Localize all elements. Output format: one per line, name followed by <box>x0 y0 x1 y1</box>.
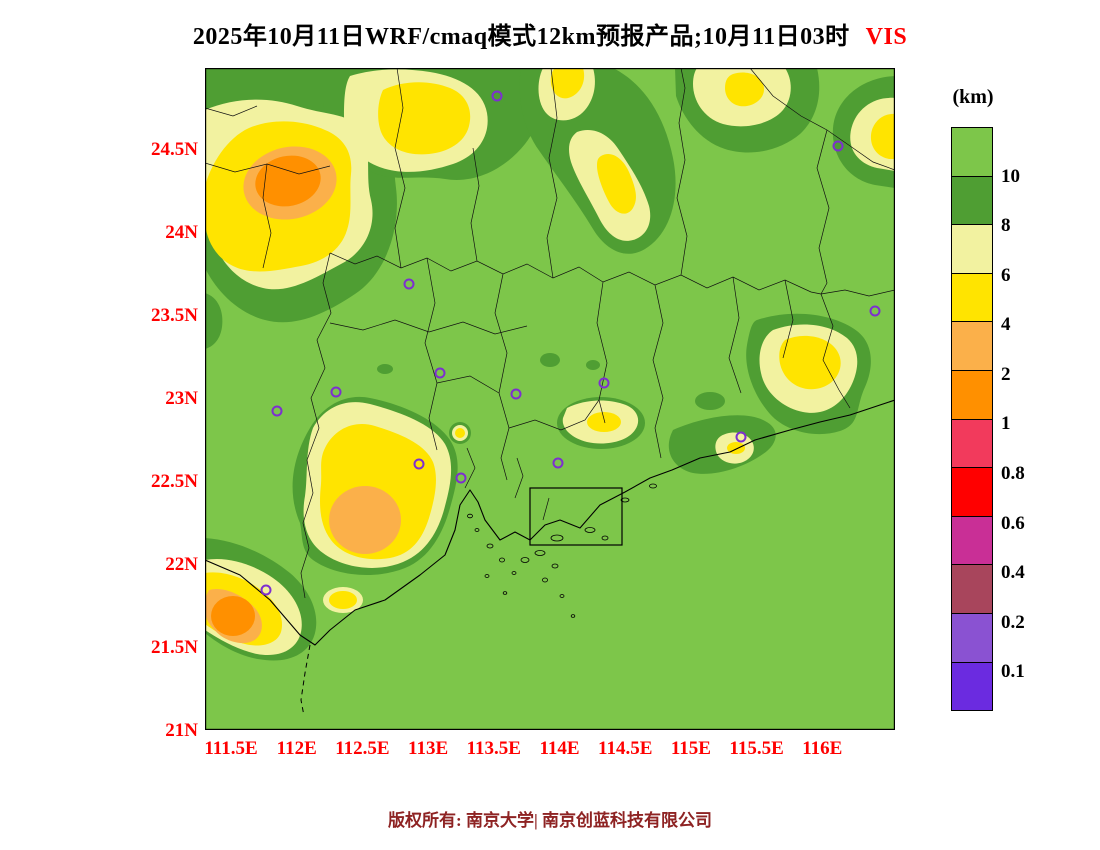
legend-label: 0.4 <box>1001 562 1025 584</box>
legend-swatch <box>951 369 993 420</box>
legend-swatch <box>951 224 993 274</box>
visibility-map-svg <box>204 67 896 730</box>
station-marker <box>832 140 844 152</box>
station-marker <box>413 458 425 470</box>
legend-label: 4 <box>1001 314 1011 336</box>
station-marker <box>330 386 342 398</box>
lon-tick-label: 115E <box>670 738 711 759</box>
station-markers <box>260 90 881 596</box>
lon-tick-label: 113.5E <box>466 738 521 759</box>
legend-swatch <box>951 612 993 663</box>
lat-tick-label: 24.5N <box>151 139 198 160</box>
legend-label: 10 <box>1001 165 1020 187</box>
station-marker <box>403 278 415 290</box>
legend-swatch <box>951 515 993 566</box>
maritime-boundary-dashed <box>300 644 311 717</box>
station-marker <box>260 584 272 596</box>
legend-label: 2 <box>1001 363 1011 385</box>
station-marker <box>552 457 564 469</box>
lat-tick-label: 24N <box>165 222 198 243</box>
lon-tick-label: 112E <box>276 738 317 759</box>
forecast-map <box>204 67 896 730</box>
latitude-axis: 24.5N 24N 23.5N 23N 22.5N 22N 21.5N 21N <box>116 0 198 850</box>
legend-label: 0.2 <box>1001 611 1025 633</box>
legend-label: 6 <box>1001 264 1011 286</box>
station-marker <box>598 377 610 389</box>
legend-swatch <box>951 175 993 226</box>
legend-swatch <box>951 272 993 323</box>
nested-domain-box <box>529 487 623 546</box>
station-marker <box>491 90 503 102</box>
legend-label: 0.8 <box>1001 463 1025 485</box>
lon-tick-label: 115.5E <box>729 738 784 759</box>
longitude-axis: 111.5E 112E 112.5E 113E 113.5E 114E 114.5E 115E… <box>0 736 1100 766</box>
station-marker <box>434 367 446 379</box>
map-frame-border <box>205 68 895 730</box>
lon-tick-label: 116E <box>802 738 843 759</box>
lat-tick-label: 23N <box>165 388 198 409</box>
lat-tick-label: 22N <box>165 554 198 575</box>
lat-tick-label: 23.5N <box>151 305 198 326</box>
station-marker <box>869 305 881 317</box>
lon-tick-label: 112.5E <box>335 738 390 759</box>
lon-tick-label: 114E <box>539 738 580 759</box>
lon-tick-label: 111.5E <box>204 738 258 759</box>
lat-tick-label: 21.5N <box>151 637 198 658</box>
legend-label: 8 <box>1001 215 1011 237</box>
legend-swatch <box>951 321 993 371</box>
station-marker <box>271 405 283 417</box>
province-county-boundaries <box>204 67 896 599</box>
lat-tick-label: 22.5N <box>151 471 198 492</box>
lon-tick-label: 114.5E <box>598 738 653 759</box>
visibility-band-1-2 <box>211 155 321 636</box>
copyright-footer: 版权所有: 南京大学| 南京创蓝科技有限公司 <box>388 811 712 830</box>
legend-swatch <box>951 467 993 517</box>
legend-label: 0.6 <box>1001 512 1025 534</box>
station-marker <box>510 388 522 400</box>
legend-swatch <box>951 418 993 469</box>
legend-color-bar <box>951 127 993 712</box>
station-marker <box>455 472 467 484</box>
station-marker <box>735 431 747 443</box>
legend-label: 0.1 <box>1001 661 1025 683</box>
legend-label: 1 <box>1001 413 1011 435</box>
legend-swatch <box>951 127 993 177</box>
lon-tick-label: 113E <box>408 738 449 759</box>
legend-swatch <box>951 564 993 614</box>
legend-title: (km) <box>952 86 994 108</box>
legend-swatch <box>951 661 993 712</box>
title-text: 2025年10月11日WRF/cmaq模式12km预报产品;10月11日03时 <box>192 24 850 50</box>
title-vis-tag: VIS <box>865 24 908 50</box>
lat-tick-label: 21N <box>165 720 198 741</box>
page-title: 2025年10月11日WRF/cmaq模式12km预报产品;10月11日03时 V… <box>0 16 1100 51</box>
coastline <box>204 399 896 717</box>
